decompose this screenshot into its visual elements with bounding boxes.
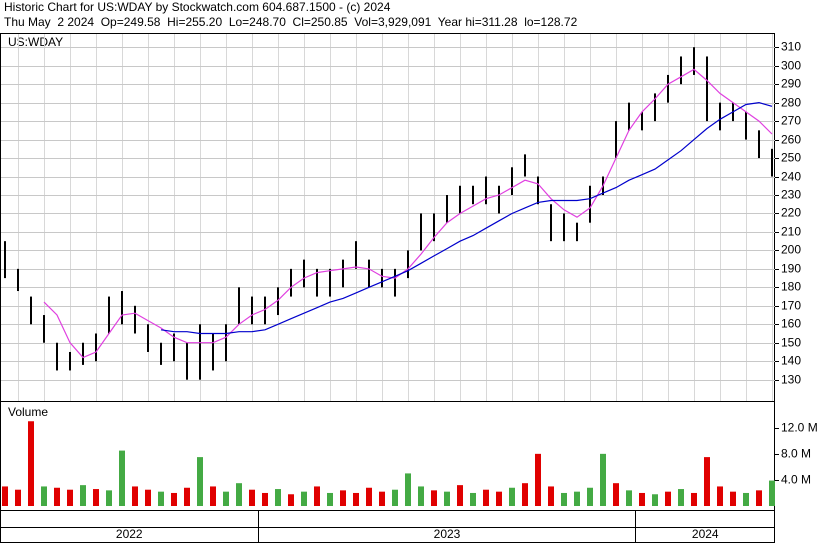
volume-bar bbox=[184, 487, 190, 506]
chart-subtitle: Thu May 2 2024 Op=249.58 Hi=255.20 Lo=24… bbox=[4, 15, 578, 29]
volume-bar bbox=[756, 490, 762, 506]
volume-bar bbox=[587, 487, 593, 506]
volume-bar bbox=[743, 492, 749, 506]
volume-bar bbox=[353, 492, 359, 506]
y-tick-label: 150 bbox=[781, 336, 801, 350]
volume-bar bbox=[15, 489, 21, 506]
volume-bar bbox=[717, 486, 723, 506]
y-tick-label: 300 bbox=[781, 59, 801, 73]
volume-bar bbox=[327, 492, 333, 506]
y-tick-label: 260 bbox=[781, 133, 801, 147]
volume-label: Volume bbox=[8, 405, 48, 419]
volume-bar bbox=[288, 494, 294, 506]
chart-title: Historic Chart for US:WDAY by Stockwatch… bbox=[4, 0, 391, 14]
volume-bar bbox=[275, 489, 281, 506]
volume-bar bbox=[535, 453, 541, 506]
volume-bar bbox=[626, 490, 632, 506]
volume-bar bbox=[509, 487, 515, 506]
x-tick-label: 2022 bbox=[116, 527, 143, 541]
y-tick-label: 230 bbox=[781, 188, 801, 202]
y-tick-label: 310 bbox=[781, 40, 801, 54]
y-tick-label: 290 bbox=[781, 77, 801, 91]
y-tick-label: 12.0 M bbox=[781, 421, 818, 435]
volume-bar bbox=[93, 489, 99, 506]
volume-bar bbox=[54, 487, 60, 506]
x-tick-label: 2023 bbox=[434, 527, 461, 541]
volume-bar bbox=[145, 489, 151, 506]
volume-bar bbox=[600, 453, 606, 506]
y-tick-label: 4.0 M bbox=[781, 473, 811, 487]
y-tick-label: 190 bbox=[781, 262, 801, 276]
y-tick-label: 220 bbox=[781, 206, 801, 220]
y-tick-label: 280 bbox=[781, 96, 801, 110]
x-tick-label: 2024 bbox=[692, 527, 719, 541]
volume-bar bbox=[314, 486, 320, 506]
volume-bar bbox=[665, 491, 671, 506]
volume-bar bbox=[769, 480, 775, 506]
volume-bar bbox=[236, 483, 242, 506]
y-tick-label: 210 bbox=[781, 225, 801, 239]
moving-average bbox=[43, 68, 773, 359]
volume-bar bbox=[106, 490, 112, 506]
volume-bar bbox=[691, 492, 697, 506]
volume-bar bbox=[613, 483, 619, 506]
volume-bar bbox=[158, 491, 164, 506]
volume-bar bbox=[418, 486, 424, 506]
volume-bar bbox=[197, 457, 203, 506]
volume-bar bbox=[80, 485, 86, 506]
volume-bar bbox=[249, 489, 255, 506]
y-tick-label: 130 bbox=[781, 373, 801, 387]
y-tick-label: 8.0 M bbox=[781, 447, 811, 461]
volume-bar bbox=[210, 486, 216, 506]
volume-bar bbox=[444, 491, 450, 506]
volume-bar bbox=[431, 490, 437, 506]
volume-bar bbox=[652, 494, 658, 506]
moving-average bbox=[160, 101, 773, 335]
volume-bar bbox=[392, 489, 398, 506]
volume-bar bbox=[704, 457, 710, 506]
volume-bar bbox=[223, 491, 229, 506]
volume-bar bbox=[522, 483, 528, 506]
y-tick-label: 140 bbox=[781, 354, 801, 368]
volume-bar bbox=[132, 486, 138, 506]
volume-bar bbox=[496, 491, 502, 506]
volume-bar bbox=[366, 487, 372, 506]
volume-bar bbox=[470, 492, 476, 506]
volume-bar bbox=[340, 490, 346, 506]
volume-bar bbox=[548, 486, 554, 506]
volume-bar bbox=[301, 491, 307, 506]
volume-bar bbox=[67, 489, 73, 506]
y-tick-label: 250 bbox=[781, 151, 801, 165]
volume-bar bbox=[41, 486, 47, 506]
volume-bar bbox=[171, 492, 177, 506]
volume-bar bbox=[119, 450, 125, 506]
y-tick-label: 160 bbox=[781, 317, 801, 331]
volume-bar bbox=[2, 486, 8, 506]
volume-bar bbox=[28, 421, 34, 506]
volume-bar bbox=[730, 491, 736, 506]
volume-bar bbox=[574, 491, 580, 506]
volume-bar bbox=[262, 492, 268, 506]
y-tick-label: 170 bbox=[781, 299, 801, 313]
volume-bar bbox=[405, 473, 411, 506]
volume-bar bbox=[457, 485, 463, 506]
volume-bar bbox=[678, 489, 684, 506]
y-tick-label: 180 bbox=[781, 280, 801, 294]
volume-bar bbox=[483, 489, 489, 506]
volume-bar bbox=[639, 492, 645, 506]
y-tick-label: 200 bbox=[781, 243, 801, 257]
symbol-label: US:WDAY bbox=[8, 35, 63, 49]
volume-bar bbox=[561, 492, 567, 506]
y-tick-label: 270 bbox=[781, 114, 801, 128]
y-tick-label: 240 bbox=[781, 170, 801, 184]
volume-bar bbox=[379, 491, 385, 506]
